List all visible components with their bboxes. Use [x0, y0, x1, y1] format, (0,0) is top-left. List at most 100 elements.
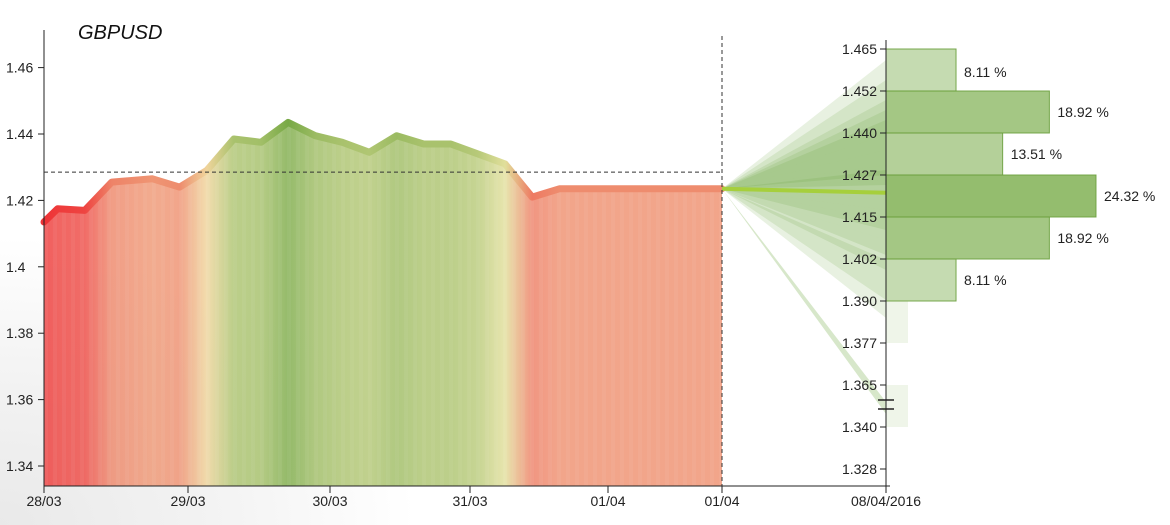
area-stripe: [512, 40, 516, 486]
histogram-value-label: 24.32 %: [1104, 188, 1155, 204]
area-stripe: [422, 40, 426, 486]
y-tick-label: 1.46: [6, 60, 33, 76]
right-y-tick-label: 1.415: [842, 209, 877, 225]
x-tick-label: 29/03: [170, 493, 205, 509]
area-stripe: [107, 40, 111, 486]
area-stripe: [557, 40, 561, 486]
area-stripe: [431, 40, 435, 486]
area-stripe: [593, 40, 597, 486]
area-stripe: [665, 40, 669, 486]
forecast-fan-wedge: [722, 188, 886, 240]
right-y-tick-label: 1.465: [842, 41, 877, 57]
area-stripe: [233, 40, 237, 486]
area-stripe: [638, 40, 642, 486]
area-stripe: [368, 40, 372, 486]
area-stripe: [503, 40, 507, 486]
histogram-bar: [886, 301, 908, 343]
histogram-bar: [885, 90, 1050, 134]
area-stripe: [485, 40, 489, 486]
right-y-tick-label: 1.402: [842, 251, 877, 267]
forecast-fan-wedge: [722, 188, 886, 318]
forecast-fan-layer: [721, 60, 887, 414]
area-stripe: [161, 40, 165, 486]
price-line: [40, 118, 726, 226]
price-area-layer: [40, 40, 726, 487]
right-y-tick-label: 1.440: [842, 125, 877, 141]
area-stripe: [449, 40, 453, 486]
histogram-value-label: 18.92 %: [1057, 104, 1108, 120]
area-stripe: [179, 40, 183, 486]
area-stripe: [332, 40, 336, 486]
forecast-fan-wedge: [722, 80, 886, 189]
area-stripe: [377, 40, 381, 486]
area-stripe: [710, 40, 714, 486]
histogram-value-label: 13.51 %: [1011, 146, 1062, 162]
area-stripe: [143, 40, 147, 486]
right-y-tick-label: 1.390: [842, 293, 877, 309]
right-y-tick-label: 1.340: [842, 419, 877, 435]
area-stripe: [548, 40, 552, 486]
area-stripe: [611, 40, 615, 486]
area-stripe: [80, 40, 84, 486]
area-stripe: [53, 40, 57, 486]
area-stripe: [683, 40, 687, 486]
forecast-fan-wedge: [722, 188, 886, 230]
area-stripe: [134, 40, 138, 486]
area-stripe: [647, 40, 651, 486]
area-stripe: [584, 40, 588, 486]
area-stripe: [44, 40, 48, 486]
axes-layer: [38, 30, 894, 493]
histogram-bar: [885, 132, 1004, 176]
x-tick-label: 31/03: [452, 493, 487, 509]
area-stripe: [116, 40, 120, 486]
area-stripe: [305, 40, 309, 486]
y-tick-label: 1.4: [6, 259, 26, 275]
area-stripe: [341, 40, 345, 486]
area-stripe: [125, 40, 129, 486]
histogram-value-label: 18.92 %: [1057, 230, 1108, 246]
area-stripe: [386, 40, 390, 486]
area-stripe: [296, 40, 300, 486]
forecast-fan-wedge: [722, 120, 886, 189]
forecast-fan-wedge: [722, 110, 886, 189]
area-stripe: [539, 40, 543, 486]
area-stripe: [224, 40, 228, 486]
area-stripe: [575, 40, 579, 486]
right-y-tick-label: 1.365: [842, 377, 877, 393]
area-stripe: [692, 40, 696, 486]
forecast-fan-wedge: [722, 135, 886, 189]
area-stripe: [197, 40, 201, 486]
area-stripe: [314, 40, 318, 486]
forecast-fan-wedge: [722, 150, 886, 190]
histogram-bar: [885, 174, 1097, 218]
chart-title: GBPUSD: [78, 22, 162, 44]
histogram-value-label: 8.11 %: [964, 272, 1007, 288]
histogram-bar: [886, 385, 908, 427]
x-tick-label: 28/03: [26, 493, 61, 509]
area-stripe: [287, 40, 291, 486]
histogram-bar: [885, 48, 957, 92]
area-stripe: [71, 40, 75, 486]
area-stripe: [350, 40, 354, 486]
forecast-median-line: [721, 186, 887, 195]
forecast-fan-wedge: [722, 188, 886, 255]
area-stripe: [395, 40, 399, 486]
area-stripe: [620, 40, 624, 486]
area-stripe: [467, 40, 471, 486]
area-stripe: [656, 40, 660, 486]
area-stripe: [170, 40, 174, 486]
area-stripe: [494, 40, 498, 486]
histogram-bar: [885, 258, 957, 302]
area-stripe: [323, 40, 327, 486]
y-tick-label: 1.36: [6, 392, 33, 408]
forecast-fan-wedge: [722, 100, 886, 189]
labels-layer: 1.34 1.36 1.38 1.4 1.42 1.44 1.46 28/03 29/03 30/…: [6, 41, 1155, 509]
y-tick-label: 1.42: [6, 192, 33, 208]
x-tick-label: 30/03: [312, 493, 347, 509]
area-stripe: [89, 40, 93, 486]
forecast-fan-outlier: [722, 188, 886, 414]
area-stripe: [278, 40, 282, 486]
area-stripe: [440, 40, 444, 486]
